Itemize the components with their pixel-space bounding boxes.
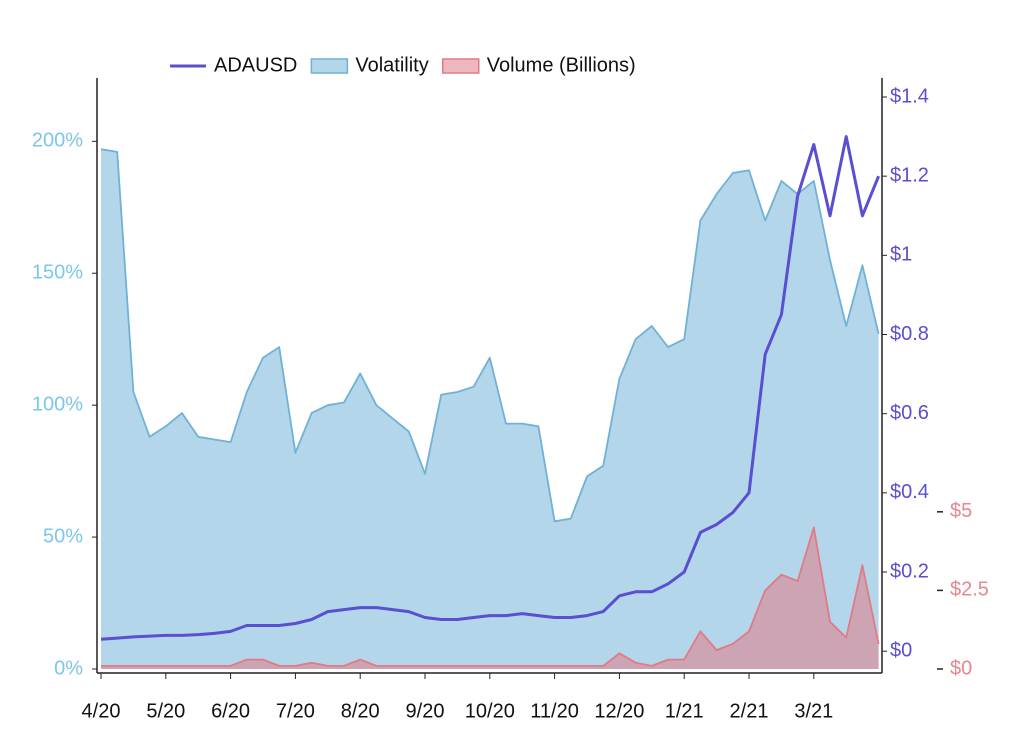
y3-tick-label: $5 [950, 500, 972, 522]
y-tick-label: 100% [32, 393, 83, 415]
x-tick-label: 7/20 [276, 700, 315, 722]
line [100, 135, 880, 641]
x-tick-label: 2/21 [730, 700, 769, 722]
x-tick-label: 8/20 [341, 700, 380, 722]
y-tick-label: 200% [32, 130, 83, 152]
x-tick-label: 9/20 [406, 700, 445, 722]
x-tick-label: 4/20 [82, 700, 121, 722]
x-tick-label: 1/21 [665, 700, 704, 722]
x-tick-label: 10/20 [465, 700, 515, 722]
legend-swatch [310, 58, 349, 74]
y2-tick-label: $0.4 [890, 481, 929, 503]
area [101, 527, 879, 669]
y2-tick-label: $0.6 [890, 402, 929, 424]
line [100, 148, 880, 523]
area [101, 149, 879, 669]
x-tick-label: 12/20 [594, 700, 644, 722]
x-tick-label: 11/20 [530, 700, 579, 722]
y3-tick-label: $0 [950, 657, 972, 679]
y2-tick-label: $0.8 [890, 323, 929, 345]
y3-tick-label: $2.5 [950, 579, 989, 601]
legend-swatch [441, 58, 480, 74]
x-tick-label: 5/20 [146, 700, 185, 722]
legend-label: Volume (Billions) [487, 54, 636, 76]
y2-tick-label: $1.4 [890, 85, 929, 107]
y-tick-label: 150% [32, 262, 83, 284]
x-tick-label: 6/20 [211, 700, 250, 722]
legend-label: Volatility [355, 54, 428, 76]
y2-tick-label: $1 [890, 244, 912, 266]
y-tick-label: 0% [54, 657, 83, 679]
legend-label: ADAUSD [214, 54, 297, 76]
y2-tick-label: $0.2 [890, 560, 929, 582]
y2-tick-label: $0 [890, 639, 912, 661]
x-tick-label: 3/21 [794, 700, 833, 722]
line [101, 526, 880, 667]
y-tick-label: 50% [43, 525, 83, 547]
y2-tick-label: $1.2 [890, 164, 929, 186]
